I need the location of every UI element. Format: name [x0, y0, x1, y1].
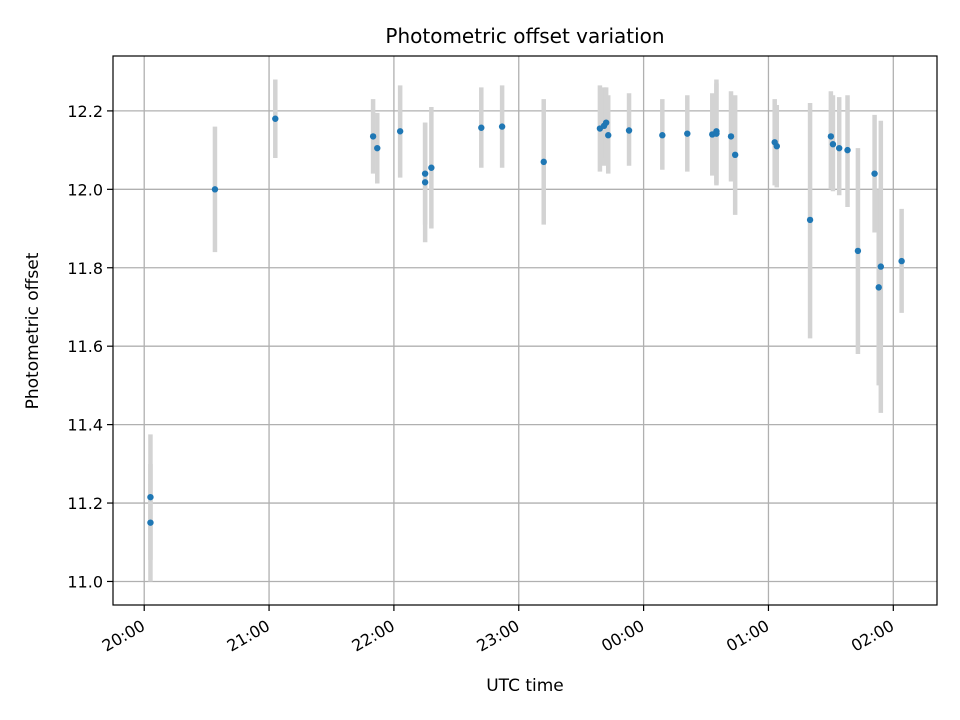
data-point	[844, 146, 851, 154]
data-point	[605, 132, 612, 139]
data-point	[659, 132, 666, 139]
data-point	[773, 142, 780, 150]
data-point	[147, 519, 154, 526]
data-point	[602, 119, 610, 126]
data-point	[731, 151, 739, 159]
y-tick-label: 11.8	[67, 259, 103, 278]
data-point	[827, 133, 835, 140]
y-tick-label: 11.0	[67, 572, 103, 591]
data-point	[498, 123, 506, 130]
data-point	[374, 144, 381, 152]
data-point	[854, 247, 862, 255]
data-point	[272, 115, 279, 122]
data-point	[877, 263, 885, 270]
data-point	[727, 133, 735, 140]
x-axis-label: UTC time	[486, 676, 564, 696]
grid	[113, 56, 937, 605]
chart-title: Photometric offset variation	[385, 24, 664, 48]
data-point	[428, 164, 435, 171]
y-tick-label: 11.2	[67, 494, 103, 513]
data-point	[396, 128, 404, 135]
data-point	[806, 216, 814, 224]
data-point	[478, 124, 485, 131]
data-point	[147, 493, 154, 501]
data-point	[211, 186, 219, 193]
data-point	[871, 170, 878, 177]
y-tick-label: 12.2	[67, 102, 103, 121]
data-point	[684, 130, 691, 137]
y-axis: 11.0 11.2 11.4 11.6 11.8 12.0 12.2	[67, 102, 113, 591]
data-point	[421, 170, 429, 177]
plot-frame	[112, 55, 938, 606]
data-point	[625, 127, 633, 134]
y-tick-label: 11.6	[67, 337, 103, 356]
data-point	[829, 141, 837, 148]
data-point	[898, 257, 905, 265]
data-point	[540, 158, 547, 166]
data-point	[421, 179, 429, 186]
data-points	[147, 115, 905, 526]
data-point	[836, 144, 843, 152]
data-point	[369, 133, 377, 140]
data-point	[875, 284, 882, 291]
y-tick-label: 11.4	[67, 416, 103, 435]
y-axis-label: Photometric offset	[23, 252, 43, 409]
data-point	[713, 130, 720, 137]
y-tick-label: 12.0	[67, 180, 103, 199]
